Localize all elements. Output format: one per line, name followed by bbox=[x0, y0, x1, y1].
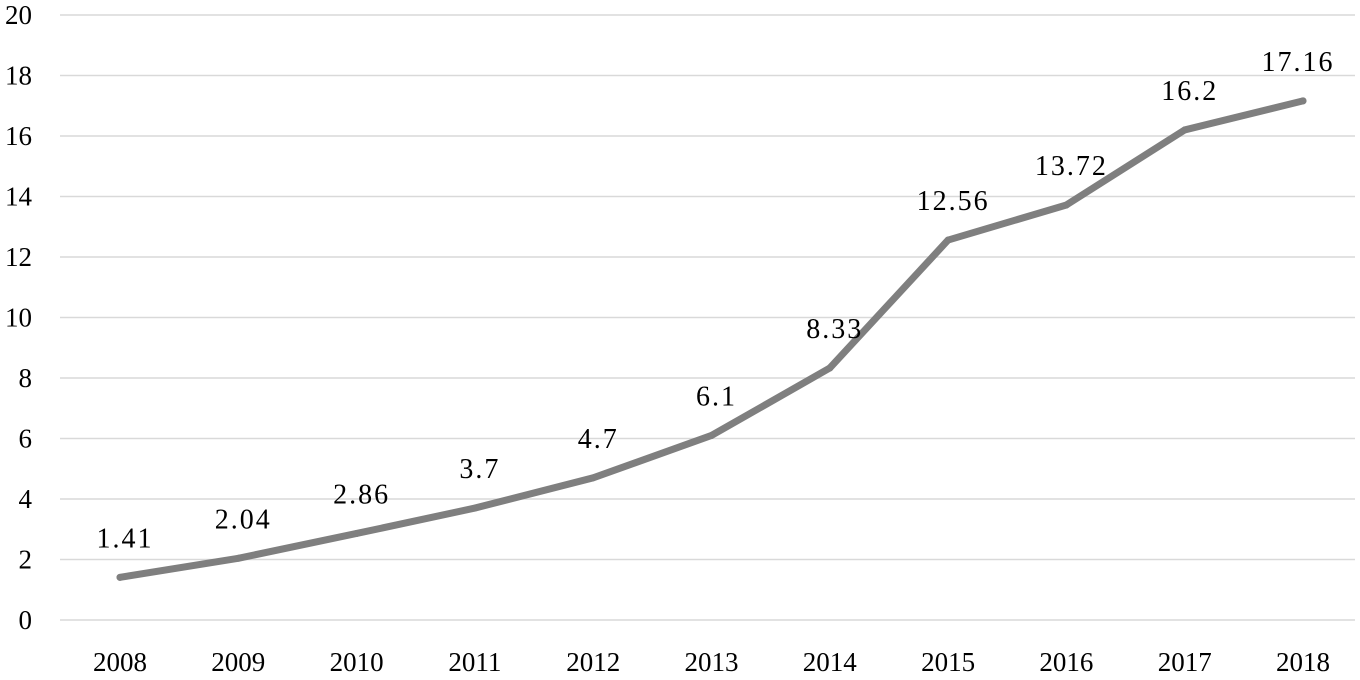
x-tick-label: 2018 bbox=[1276, 647, 1330, 677]
data-label: 2.04 bbox=[215, 504, 272, 535]
data-point bbox=[1062, 201, 1070, 209]
data-point bbox=[589, 474, 597, 482]
data-label: 3.7 bbox=[459, 454, 500, 485]
series-layer bbox=[116, 97, 1307, 581]
y-tick-label: 0 bbox=[19, 605, 33, 635]
y-axis-tick-labels: 0 2 4 6 8 10 12 14 16 18 20 bbox=[5, 0, 33, 635]
x-tick-label: 2009 bbox=[211, 647, 265, 677]
x-tick-label: 2011 bbox=[448, 647, 501, 677]
data-point bbox=[826, 364, 834, 372]
x-tick-label: 2016 bbox=[1039, 647, 1093, 677]
data-point bbox=[708, 431, 715, 439]
data-point bbox=[1181, 126, 1189, 134]
data-point bbox=[944, 236, 952, 244]
y-tick-label: 10 bbox=[5, 303, 32, 333]
grid-lines bbox=[60, 14, 1355, 621]
y-tick-label: 2 bbox=[19, 545, 33, 575]
data-point bbox=[353, 529, 361, 537]
y-tick-label: 8 bbox=[19, 363, 33, 393]
data-label: 2.86 bbox=[333, 479, 390, 510]
y-tick-label: 16 bbox=[5, 121, 32, 151]
data-point bbox=[1299, 97, 1307, 105]
y-tick-label: 14 bbox=[5, 182, 33, 212]
data-label: 13.72 bbox=[1035, 151, 1108, 182]
y-tick-label: 20 bbox=[5, 0, 32, 30]
series-line bbox=[116, 97, 1307, 581]
data-label: 4.7 bbox=[578, 424, 619, 455]
data-labels: 1.41 2.04 2.86 3.7 4.7 6.1 8.33 12.56 13.72 16.2 1… bbox=[97, 47, 1335, 554]
x-axis-tick-labels: 2008 2009 2010 2011 2012 2013 2014 2015 2016 2017… bbox=[93, 647, 1330, 677]
data-label: 16.2 bbox=[1161, 76, 1218, 107]
x-tick-label: 2015 bbox=[921, 647, 975, 677]
y-tick-label: 12 bbox=[5, 242, 32, 272]
data-label: 12.56 bbox=[917, 186, 990, 217]
x-tick-label: 2008 bbox=[93, 647, 147, 677]
y-tick-label: 4 bbox=[19, 484, 33, 514]
data-label: 1.41 bbox=[97, 523, 154, 554]
x-tick-label: 2012 bbox=[566, 647, 620, 677]
y-tick-label: 6 bbox=[19, 424, 33, 454]
data-point bbox=[234, 554, 242, 562]
x-tick-label: 2010 bbox=[330, 647, 384, 677]
data-point bbox=[471, 504, 479, 512]
data-point bbox=[116, 573, 124, 581]
x-tick-label: 2013 bbox=[685, 647, 739, 677]
y-tick-label: 18 bbox=[5, 61, 32, 91]
data-label: 6.1 bbox=[696, 381, 737, 412]
x-tick-label: 2014 bbox=[803, 647, 858, 677]
data-label: 8.33 bbox=[806, 314, 863, 345]
x-tick-label: 2017 bbox=[1158, 647, 1212, 677]
data-label: 17.16 bbox=[1262, 47, 1335, 78]
